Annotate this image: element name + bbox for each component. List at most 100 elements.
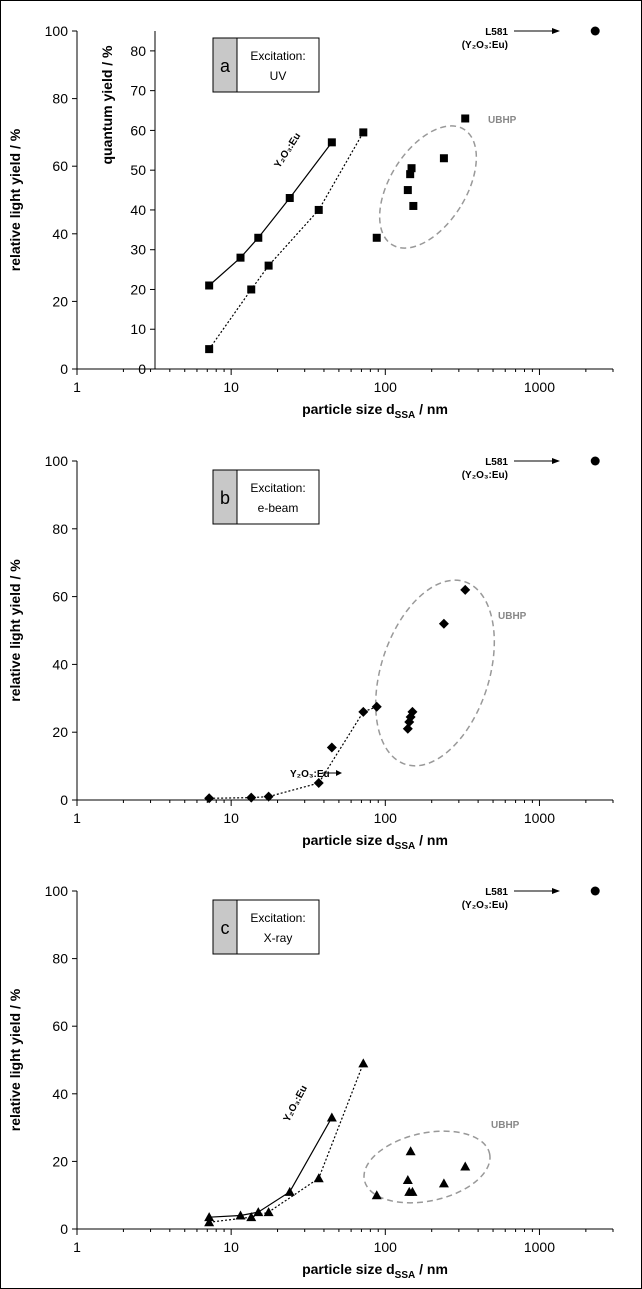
data-point-diamond <box>313 778 324 789</box>
y-tick-label: 80 <box>52 91 68 107</box>
y2-tick-label: 80 <box>130 43 146 59</box>
excitation-value: X-ray <box>264 931 293 945</box>
excitation-title: Excitation: <box>250 49 305 63</box>
y2-axis-label: quantum yield / % <box>99 45 115 165</box>
y-tick-label: 100 <box>45 883 69 899</box>
y-tick-label: 0 <box>60 1221 68 1237</box>
y2-tick-label: 70 <box>130 83 146 99</box>
data-point-square <box>236 253 245 262</box>
reference-label: L581 <box>485 27 508 38</box>
data-point-triangle <box>246 1212 257 1222</box>
x-tick-label: 1000 <box>524 810 555 826</box>
ubhp-ellipse <box>374 579 496 767</box>
panel-letter: c <box>221 918 230 938</box>
x-axis-label: particle size dSSA / nm <box>302 401 448 421</box>
x-tick-label: 1 <box>73 1239 81 1255</box>
data-point-square <box>247 285 256 294</box>
y-tick-label: 40 <box>52 226 68 242</box>
y-tick-label: 80 <box>52 951 68 967</box>
series-line-dotted <box>209 706 377 799</box>
data-point-square <box>254 233 263 242</box>
data-point-triangle <box>313 1173 324 1183</box>
data-point-triangle <box>284 1186 295 1196</box>
y-tick-label: 0 <box>60 792 68 808</box>
series-line-dotted <box>208 132 364 350</box>
reference-point <box>590 26 600 36</box>
series-line-solid <box>209 1117 333 1218</box>
reference-label: L581 <box>485 457 508 468</box>
reference-arrow-head <box>552 28 560 34</box>
series-label: Y₂O₃:Eu <box>290 769 330 780</box>
data-point-square <box>314 205 323 214</box>
reference-sublabel: (Y₂O₃:Eu) <box>462 470 508 481</box>
y-tick-label: 60 <box>52 1018 68 1034</box>
excitation-value: e-beam <box>258 501 299 515</box>
y-tick-label: 60 <box>52 589 68 605</box>
x-tick-label: 1 <box>73 810 81 826</box>
data-point-diamond <box>402 723 413 734</box>
data-point-triangle <box>235 1210 246 1220</box>
data-point-triangle <box>204 1217 215 1227</box>
series-label: Y₂O₃:Eu <box>272 131 303 170</box>
reference-point <box>590 886 600 896</box>
y-axis-label: relative light yield / % <box>7 559 23 702</box>
data-point-diamond <box>204 793 215 804</box>
x-tick-label: 1000 <box>524 1239 555 1255</box>
reference-sublabel: (Y₂O₃:Eu) <box>462 40 508 51</box>
data-point-square <box>406 170 415 179</box>
data-point-square <box>409 201 418 210</box>
y2-tick-label: 10 <box>130 321 146 337</box>
x-tick-label: 10 <box>223 1239 239 1255</box>
panel-letter: a <box>220 56 231 76</box>
excitation-box <box>236 899 320 955</box>
x-tick-label: 1000 <box>524 379 555 395</box>
data-point-triangle <box>402 1174 413 1184</box>
data-point-diamond <box>407 706 418 717</box>
ubhp-label: UBHP <box>488 115 517 126</box>
reference-point <box>590 456 600 466</box>
data-point-triangle <box>204 1212 215 1222</box>
panel-letter-box <box>212 37 238 93</box>
x-tick-label: 100 <box>374 810 398 826</box>
data-point-diamond <box>326 742 337 753</box>
x-tick-label: 100 <box>374 379 398 395</box>
data-point-triangle <box>371 1190 382 1200</box>
chart-panel-c: 0 20 40 60 80 100 1 10 100 1000 particle size dSSA… <box>7 883 614 1281</box>
series-label: Y₂O₃:Eu <box>282 1084 310 1124</box>
y2-tick-label: 30 <box>130 242 146 258</box>
ubhp-label: UBHP <box>491 1120 520 1131</box>
data-point-square <box>359 128 368 137</box>
data-point-square <box>327 138 336 147</box>
reference-arrow-head <box>552 888 560 894</box>
panel-letter-box <box>212 899 238 955</box>
excitation-title: Excitation: <box>250 481 305 495</box>
data-point-diamond <box>438 618 449 629</box>
data-point-square <box>407 164 416 173</box>
series-arrow-head <box>336 770 342 776</box>
y-tick-label: 100 <box>45 23 69 39</box>
panel-letter: b <box>220 488 230 508</box>
y2-tick-label: 50 <box>130 162 146 178</box>
data-point-diamond <box>371 701 382 712</box>
data-point-triangle <box>358 1058 369 1068</box>
data-point-square <box>372 233 381 242</box>
y-tick-label: 100 <box>45 453 69 469</box>
data-point-triangle <box>407 1186 418 1196</box>
y-tick-label: 60 <box>52 158 68 174</box>
y-axis-label: relative light yield / % <box>7 128 23 271</box>
reference-label: L581 <box>485 887 508 898</box>
y-tick-label: 80 <box>52 521 68 537</box>
data-point-square <box>439 154 448 163</box>
chart-panel-b: 0 20 40 60 80 100 1 10 100 1000 particle size dSSA… <box>7 453 614 852</box>
data-point-diamond <box>460 584 471 595</box>
data-point-diamond <box>263 791 274 802</box>
data-point-square <box>285 194 294 203</box>
y-tick-label: 20 <box>52 293 68 309</box>
data-point-triangle <box>263 1207 274 1217</box>
y-tick-label: 20 <box>52 724 68 740</box>
data-point-triangle <box>326 1112 337 1122</box>
x-tick-label: 1 <box>73 379 81 395</box>
y2-tick-label: 0 <box>138 361 146 377</box>
data-point-square <box>403 186 412 195</box>
